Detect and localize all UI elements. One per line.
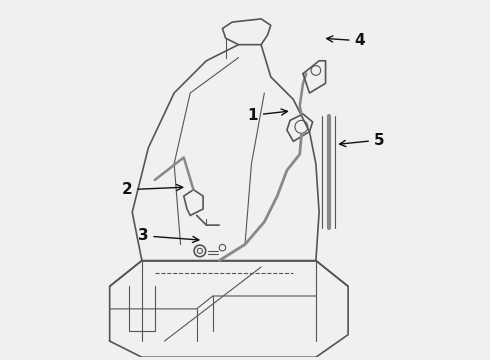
Text: 4: 4 xyxy=(327,33,365,48)
Text: 5: 5 xyxy=(340,132,385,148)
Text: 1: 1 xyxy=(247,108,288,123)
Text: 3: 3 xyxy=(138,228,199,243)
Text: 2: 2 xyxy=(122,182,183,197)
